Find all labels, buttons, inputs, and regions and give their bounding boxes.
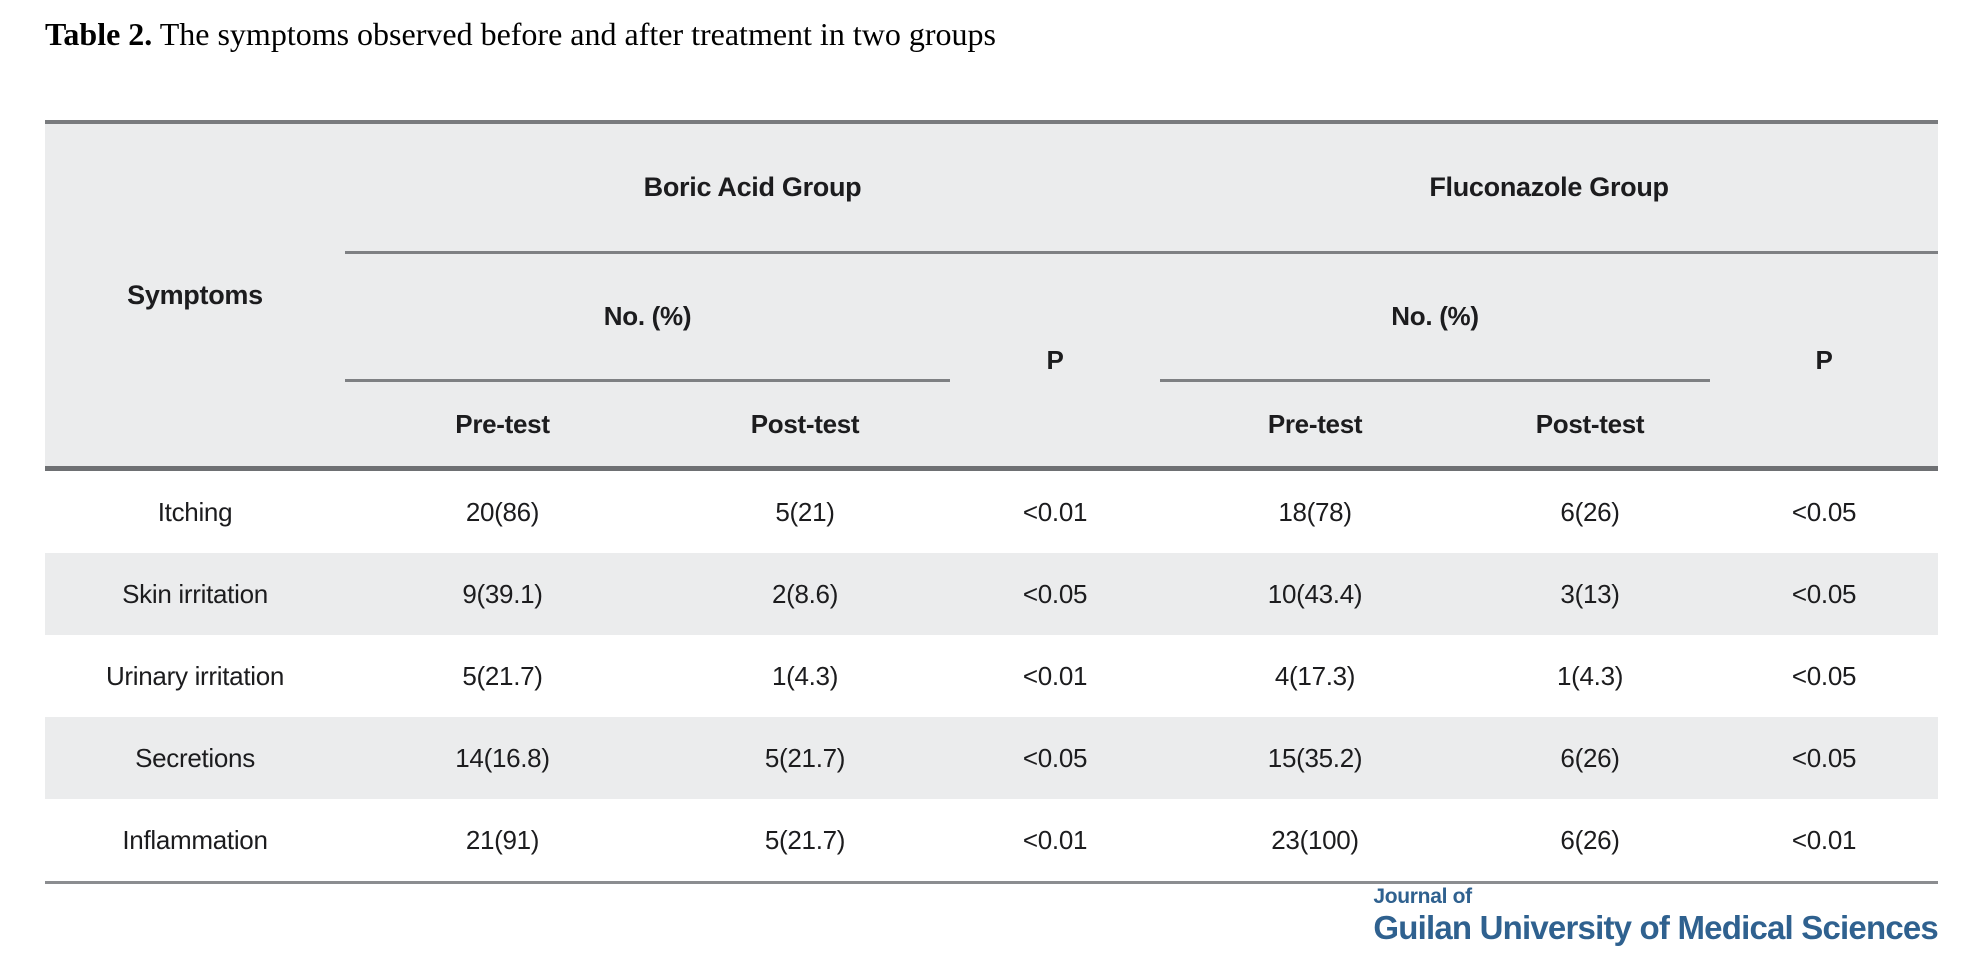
p-value-cell: <0.05 bbox=[1710, 717, 1939, 799]
p-value-cell: <0.01 bbox=[950, 635, 1161, 717]
p-value-cell: <0.01 bbox=[950, 799, 1161, 883]
value-cell: 10(43.4) bbox=[1160, 553, 1471, 635]
p-value-cell: <0.01 bbox=[1710, 799, 1939, 883]
value-cell: 1(4.3) bbox=[660, 635, 950, 717]
column-header-posttest-group2: Post-test bbox=[1470, 380, 1711, 469]
journal-logo-name: Guilan University of Medical Sciences bbox=[1373, 909, 1938, 947]
column-header-p-group1: P bbox=[950, 252, 1161, 469]
value-cell: 5(21.7) bbox=[660, 717, 950, 799]
value-cell: 6(26) bbox=[1470, 466, 1711, 553]
value-cell: 21(91) bbox=[345, 799, 660, 883]
table-number-label: Table 2. bbox=[45, 16, 153, 52]
symptom-cell: Itching bbox=[45, 466, 345, 553]
table-caption-text: The symptoms observed before and after t… bbox=[159, 16, 996, 52]
column-header-boric-acid-group: Boric Acid Group bbox=[345, 122, 1161, 254]
value-cell: 18(78) bbox=[1160, 466, 1471, 553]
symptom-cell: Secretions bbox=[45, 717, 345, 799]
journal-logo-small-text: Journal of bbox=[1373, 885, 1472, 908]
p-value-cell: <0.05 bbox=[950, 717, 1161, 799]
table-row-skin-irritation: Skin irritation 9(39.1) 2(8.6) <0.05 10(… bbox=[45, 553, 1939, 635]
value-cell: 3(13) bbox=[1470, 553, 1711, 635]
p-value-cell: <0.05 bbox=[1710, 635, 1939, 717]
p-value-cell: <0.05 bbox=[950, 553, 1161, 635]
column-header-symptoms: Symptoms bbox=[45, 122, 345, 469]
group-header-row: Symptoms Boric Acid Group Fluconazole Gr… bbox=[45, 122, 1939, 469]
table-row-urinary-irritation: Urinary irritation 5(21.7) 1(4.3) <0.01 … bbox=[45, 635, 1939, 717]
value-cell: 6(26) bbox=[1470, 717, 1711, 799]
column-header-p-group2: P bbox=[1710, 252, 1939, 469]
column-header-no-pct-group2: No. (%) bbox=[1160, 252, 1711, 382]
value-cell: 15(35.2) bbox=[1160, 717, 1471, 799]
value-cell: 23(100) bbox=[1160, 799, 1471, 883]
table-row-itching: Itching 20(86) 5(21) <0.01 18(78) 6(26) … bbox=[45, 466, 1939, 553]
value-cell: 14(16.8) bbox=[345, 717, 660, 799]
symptom-cell: Inflammation bbox=[45, 799, 345, 883]
subheader-row-no-pct: No. (%) P No. (%) P bbox=[45, 252, 1939, 469]
value-cell: 4(17.3) bbox=[1160, 635, 1471, 717]
p-value-cell: <0.05 bbox=[1710, 466, 1939, 553]
value-cell: 5(21.7) bbox=[345, 635, 660, 717]
table-row-secretions: Secretions 14(16.8) 5(21.7) <0.05 15(35.… bbox=[45, 717, 1939, 799]
symptoms-table: Symptoms Boric Acid Group Fluconazole Gr… bbox=[45, 120, 1939, 884]
p-value-cell: <0.05 bbox=[1710, 553, 1939, 635]
table-row-inflammation: Inflammation 21(91) 5(21.7) <0.01 23(100… bbox=[45, 799, 1939, 883]
value-cell: 9(39.1) bbox=[345, 553, 660, 635]
symptom-cell: Urinary irritation bbox=[45, 635, 345, 717]
subheader-row-tests: Pre-test Post-test Pre-test Post-test bbox=[45, 380, 1938, 469]
journal-logo: Journal of Guilan University of Medical … bbox=[1373, 885, 1938, 947]
column-header-pretest-group2: Pre-test bbox=[1160, 380, 1471, 469]
column-header-fluconazole-group: Fluconazole Group bbox=[1160, 122, 1939, 254]
column-header-posttest-group1: Post-test bbox=[660, 380, 950, 469]
table-header: Symptoms Boric Acid Group Fluconazole Gr… bbox=[45, 122, 1939, 469]
p-value-cell: <0.01 bbox=[950, 466, 1161, 553]
value-cell: 5(21) bbox=[660, 466, 950, 553]
table-body: Itching 20(86) 5(21) <0.01 18(78) 6(26) … bbox=[45, 466, 1939, 883]
value-cell: 6(26) bbox=[1470, 799, 1711, 883]
column-header-pretest-group1: Pre-test bbox=[345, 380, 660, 469]
table-caption: Table 2. The symptoms observed before an… bbox=[45, 16, 996, 53]
value-cell: 5(21.7) bbox=[660, 799, 950, 883]
column-header-no-pct-group1: No. (%) bbox=[345, 252, 950, 382]
value-cell: 20(86) bbox=[345, 466, 660, 553]
value-cell: 1(4.3) bbox=[1470, 635, 1711, 717]
value-cell: 2(8.6) bbox=[660, 553, 950, 635]
symptom-cell: Skin irritation bbox=[45, 553, 345, 635]
